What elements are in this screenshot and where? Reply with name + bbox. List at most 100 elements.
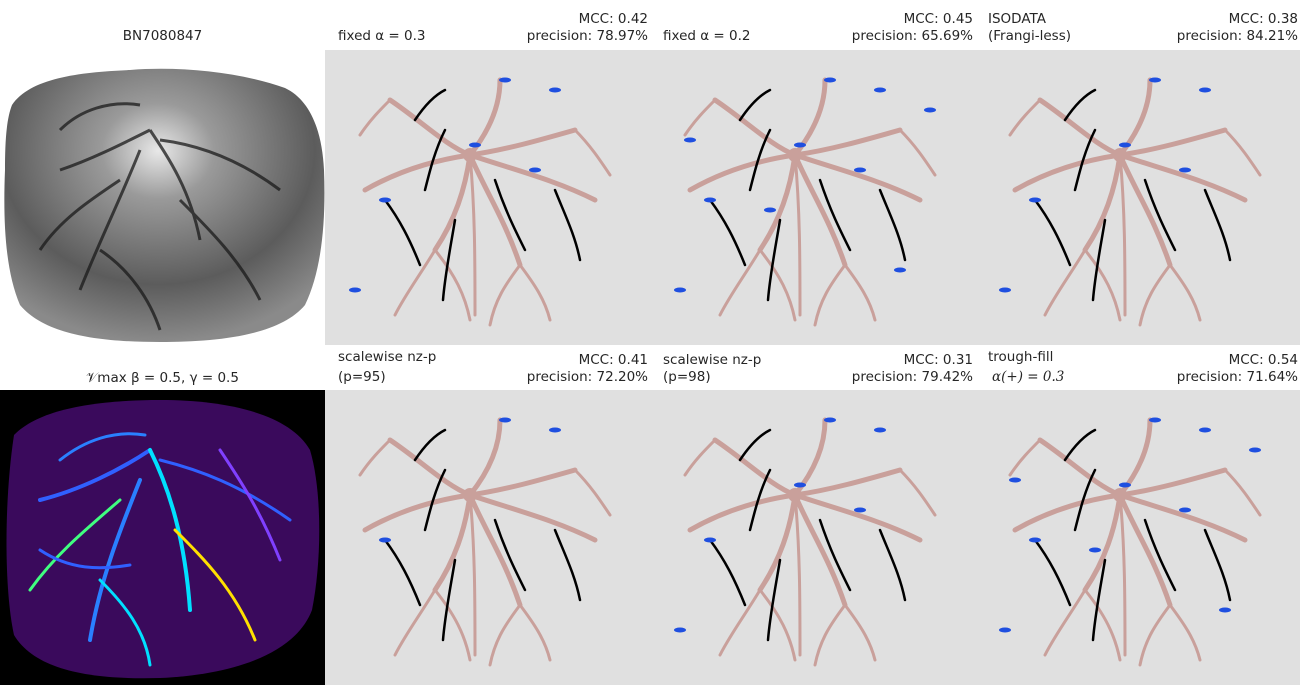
true-positive-vessel (1143, 178, 1177, 252)
true-positive-vessel (1091, 218, 1107, 302)
vesselness-heatmap (0, 390, 325, 685)
cord-insertion (788, 488, 802, 502)
false-positive-blob (529, 167, 541, 173)
ground-truth-vessel (758, 248, 797, 322)
false-positive-blob (1119, 142, 1131, 148)
true-positive-vessel (413, 88, 447, 122)
false-positive-blob (674, 627, 686, 633)
ground-truth-vessel (683, 438, 717, 477)
ground-truth-vessel (432, 152, 473, 253)
ground-truth-vessel (467, 127, 578, 158)
vessel-tree (999, 77, 1262, 327)
ground-truth-vessel (687, 152, 798, 193)
true-positive-vessel (553, 188, 582, 262)
false-positive-blob (1179, 167, 1191, 173)
ground-truth-vessel (433, 588, 472, 662)
false-positive-blob (1149, 77, 1161, 83)
vesselness-panel: 𝒱max β = 0.5, γ = 0.5 (0, 345, 325, 690)
ground-truth-vessel (1037, 437, 1123, 498)
ground-truth-vessel (792, 467, 903, 498)
ground-truth-vessel (792, 77, 828, 158)
ground-truth-vessel (1223, 128, 1262, 177)
true-positive-vessel (441, 558, 457, 642)
false-positive-blob (854, 167, 866, 173)
true-positive-vessel (818, 178, 852, 252)
false-positive-blob (704, 197, 716, 203)
mcc-score: MCC: 0.42 (578, 11, 648, 27)
ground-truth-vessel (468, 153, 477, 317)
precision-score: precision: 84.21% (1176, 28, 1298, 44)
ground-truth-vessel (813, 603, 847, 667)
false-positive-blob (999, 287, 1011, 293)
panel-label: ISODATA (988, 11, 1046, 27)
cord-insertion (1113, 148, 1127, 162)
mcc-score: MCC: 0.41 (578, 352, 648, 368)
ground-truth-vessel (813, 263, 847, 327)
ground-truth-vessel (1168, 263, 1202, 322)
false-positive-blob (499, 77, 511, 83)
false-positive-blob (824, 417, 836, 423)
vesselness-title: 𝒱max β = 0.5, γ = 0.5 (86, 370, 239, 386)
true-positive-vessel (423, 468, 447, 532)
precision-score: precision: 79.42% (851, 369, 973, 385)
cord-insertion (788, 148, 802, 162)
ground-truth-vessel (792, 417, 828, 498)
ground-truth-vessel (393, 248, 437, 317)
true-positive-vessel (1073, 128, 1097, 192)
ground-truth-vessel (757, 492, 798, 593)
ground-truth-vessel (432, 492, 473, 593)
false-positive-blob (499, 417, 511, 423)
ground-truth-vessel (467, 77, 503, 158)
cord-insertion (1113, 488, 1127, 502)
ground-truth-vessel (1117, 492, 1248, 543)
vessel-tree (674, 417, 937, 667)
ground-truth-vessel (467, 467, 578, 498)
true-positive-vessel (1091, 558, 1107, 642)
true-positive-vessel (1033, 538, 1072, 607)
true-positive-vessel (1063, 428, 1097, 462)
panel-label: fixed α = 0.2 (663, 28, 751, 44)
vessel-segmentation-image (325, 50, 650, 345)
ground-truth-vessel (387, 437, 473, 498)
ground-truth-vessel (362, 152, 473, 193)
vessel-tree (999, 417, 1262, 667)
ground-truth-vessel (793, 153, 802, 317)
true-positive-vessel (423, 128, 447, 192)
ground-truth-vessel (712, 97, 798, 158)
ground-truth-vessel (1037, 97, 1123, 158)
panel-label: trough-fill (988, 349, 1054, 365)
ground-truth-vessel (467, 492, 598, 543)
false-positive-blob (854, 507, 866, 513)
ground-truth-vessel (358, 438, 392, 477)
ground-truth-vessel (1138, 603, 1172, 667)
precision-score: precision: 78.97% (526, 28, 648, 44)
ground-truth-vessel (467, 492, 523, 608)
ground-truth-vessel (1118, 493, 1127, 657)
true-positive-vessel (383, 538, 422, 607)
panel-sublabel: α(+) = 0.3 (992, 369, 1065, 385)
ground-truth-vessel (718, 588, 762, 657)
panel-label: scalewise nz-p (663, 352, 762, 368)
true-positive-vessel (766, 558, 782, 642)
false-positive-blob (1119, 482, 1131, 488)
vessel-segmentation-image (650, 50, 975, 345)
mcc-score: MCC: 0.45 (903, 11, 973, 27)
true-positive-vessel (413, 428, 447, 462)
ground-truth-vessel (358, 98, 392, 137)
true-positive-vessel (708, 198, 747, 267)
false-positive-blob (924, 107, 936, 113)
ground-truth-vessel (1043, 588, 1087, 657)
false-positive-blob (469, 142, 481, 148)
result-panel-scalewise-p95: scalewise nz-p (p=95) MCC: 0.41 precisio… (325, 345, 650, 690)
ground-truth-vessel (1008, 438, 1042, 477)
ground-truth-vessel (1117, 152, 1248, 203)
vessel-segmentation-image (325, 390, 650, 685)
ground-truth-vessel (1082, 152, 1123, 253)
panel-sublabel: (Frangi-less) (988, 28, 1072, 44)
ground-truth-vessel (573, 128, 612, 177)
source-image-panel: BN7080847 (0, 0, 325, 345)
true-positive-vessel (553, 528, 582, 602)
true-positive-vessel (738, 428, 772, 462)
ground-truth-vessel (1117, 127, 1228, 158)
ground-truth-vessel (467, 152, 523, 268)
